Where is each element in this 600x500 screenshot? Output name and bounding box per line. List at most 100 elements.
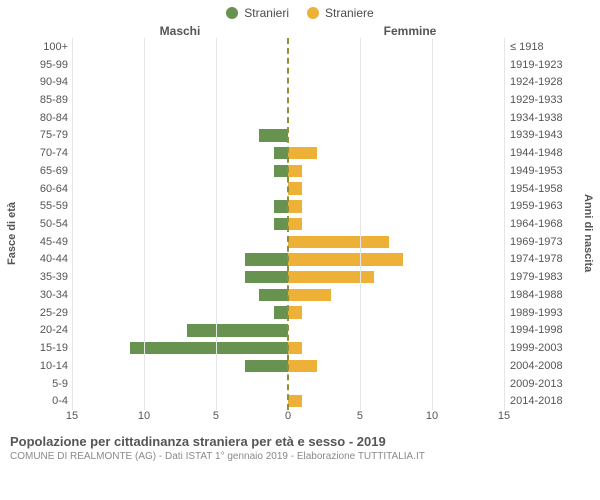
bar-row-male (72, 375, 288, 393)
year-label: 1979-1983 (510, 268, 563, 286)
age-label: 40-44 (40, 251, 68, 269)
bar-row-male (72, 233, 288, 251)
bar-row-male (72, 180, 288, 198)
bar-male (245, 271, 288, 283)
age-label: 0-4 (52, 392, 68, 410)
bar-female (288, 200, 302, 212)
plot-left: 051015 (72, 38, 288, 428)
bar-male (274, 147, 288, 159)
bar-row-female (288, 286, 504, 304)
footer: Popolazione per cittadinanza straniera p… (0, 428, 600, 462)
grid-line (360, 38, 361, 410)
x-tick: 10 (138, 410, 150, 422)
chart-subtitle: COMUNE DI REALMONTE (AG) - Dati ISTAT 1°… (10, 451, 590, 462)
swatch-female (307, 7, 319, 19)
y-axis-label-left: Fasce di età (6, 202, 18, 265)
age-label: 30-34 (40, 286, 68, 304)
bar-row-female (288, 197, 504, 215)
year-label: 1974-1978 (510, 251, 563, 269)
x-tick: 5 (357, 410, 363, 422)
age-label: 15-19 (40, 339, 68, 357)
bar-row-male (72, 304, 288, 322)
grid-line (504, 38, 505, 410)
year-label: 1924-1928 (510, 73, 563, 91)
bar-female (288, 165, 302, 177)
bar-row-female (288, 127, 504, 145)
grid-line (216, 38, 217, 410)
bar-female (288, 306, 302, 318)
bar-male (245, 360, 288, 372)
bar-male (274, 200, 288, 212)
bar-row-female (288, 91, 504, 109)
bar-female (288, 289, 331, 301)
bar-row-female (288, 357, 504, 375)
age-label: 55-59 (40, 197, 68, 215)
bar-row-female (288, 180, 504, 198)
chart-title: Popolazione per cittadinanza straniera p… (10, 434, 590, 449)
bar-row-male (72, 286, 288, 304)
bar-row-female (288, 304, 504, 322)
legend-item-female: Straniere (307, 6, 374, 20)
bar-row-male (72, 339, 288, 357)
x-axis-left: 051015 (72, 410, 288, 428)
bar-row-male (72, 357, 288, 375)
age-label: 75-79 (40, 127, 68, 145)
x-tick: 10 (426, 410, 438, 422)
bar-female (288, 147, 317, 159)
bar-female (288, 360, 317, 372)
bar-male (274, 306, 288, 318)
year-label: 2004-2008 (510, 357, 563, 375)
bar-row-female (288, 38, 504, 56)
bar-female (288, 236, 389, 248)
bar-female (288, 182, 302, 194)
year-label: 1919-1923 (510, 56, 563, 74)
bar-row-male (72, 251, 288, 269)
age-label: 45-49 (40, 233, 68, 251)
center-line (287, 38, 289, 410)
age-label: 5-9 (52, 375, 68, 393)
bar-row-male (72, 127, 288, 145)
bar-male (274, 165, 288, 177)
age-label: 50-54 (40, 215, 68, 233)
y-axis-label-right-box: Anni di nascita (580, 38, 596, 428)
bar-row-female (288, 73, 504, 91)
bar-row-female (288, 392, 504, 410)
x-tick: 5 (213, 410, 219, 422)
bar-row-male (72, 268, 288, 286)
bar-male (130, 342, 288, 354)
bar-male (259, 129, 288, 141)
plot-right: 51015 (288, 38, 504, 428)
bar-row-male (72, 197, 288, 215)
year-label: 1989-1993 (510, 304, 563, 322)
legend-item-male: Stranieri (226, 6, 289, 20)
grid-line (72, 38, 73, 410)
bar-row-male (72, 215, 288, 233)
bar-row-male (72, 56, 288, 74)
age-label: 90-94 (40, 73, 68, 91)
x-tick: 15 (498, 410, 510, 422)
x-axis-right: 51015 (288, 410, 504, 428)
bar-row-male (72, 91, 288, 109)
bar-row-female (288, 162, 504, 180)
age-label: 85-89 (40, 91, 68, 109)
year-label: 2014-2018 (510, 392, 563, 410)
bar-row-male (72, 38, 288, 56)
age-label: 60-64 (40, 180, 68, 198)
year-label: 1969-1973 (510, 233, 563, 251)
x-tick: 15 (66, 410, 78, 422)
header-female: Femmine (295, 24, 525, 38)
y-axis-label-left-box: Fasce di età (4, 38, 20, 428)
bar-row-female (288, 109, 504, 127)
grid-line (432, 38, 433, 410)
year-label: 1954-1958 (510, 180, 563, 198)
bar-row-female (288, 322, 504, 340)
year-label: ≤ 1918 (510, 38, 544, 56)
year-label: 1959-1963 (510, 197, 563, 215)
bar-row-male (72, 392, 288, 410)
age-label: 70-74 (40, 144, 68, 162)
bar-row-female (288, 233, 504, 251)
chart: Fasce di età 100+95-9990-9485-8980-8475-… (0, 38, 600, 428)
bar-female (288, 342, 302, 354)
age-label: 80-84 (40, 109, 68, 127)
age-label: 95-99 (40, 56, 68, 74)
